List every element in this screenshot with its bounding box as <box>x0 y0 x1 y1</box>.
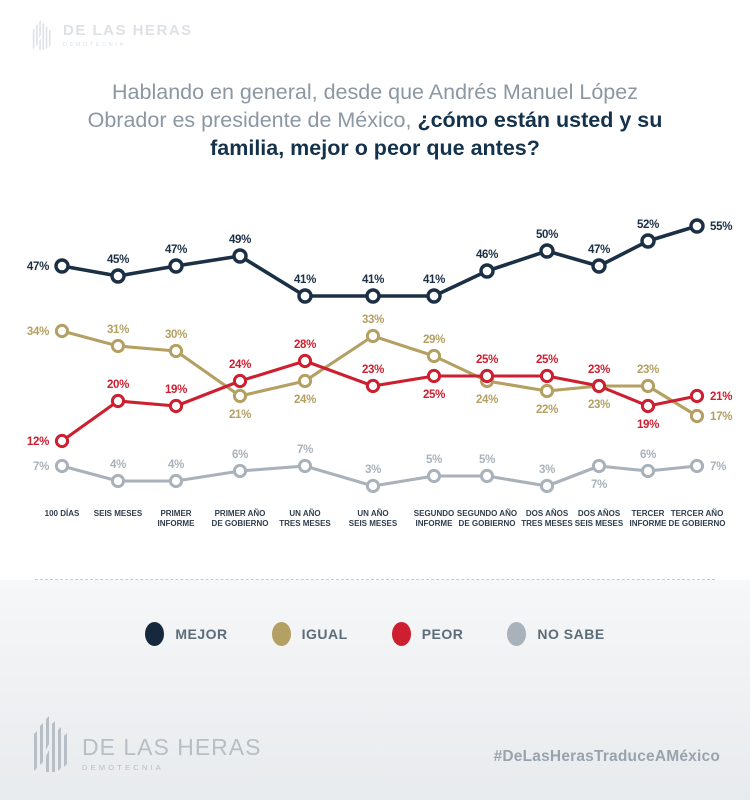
data-label: 5% <box>426 454 442 466</box>
data-label: 45% <box>107 254 129 266</box>
data-label: 30% <box>165 329 187 341</box>
legend-item-nosabe: NO SABE <box>507 622 604 646</box>
x-axis-label: 100 DÍAS <box>44 509 80 518</box>
data-label: 33% <box>362 314 384 326</box>
x-axis-label: DOS AÑOS TRES MESES <box>521 509 573 528</box>
legend-item-igual: IGUAL <box>271 622 348 646</box>
data-label: 7% <box>591 479 607 491</box>
data-label: 23% <box>588 399 610 411</box>
data-label: 7% <box>33 461 49 473</box>
data-label: 3% <box>539 464 555 476</box>
data-label: 21% <box>229 409 251 421</box>
footer-logo-text: DE LAS HERAS <box>82 734 262 760</box>
data-label: 47% <box>588 244 610 256</box>
data-label: 55% <box>710 221 732 233</box>
lower-band <box>0 580 750 800</box>
data-label: 6% <box>232 449 248 461</box>
dashed-divider <box>35 579 715 580</box>
data-label: 7% <box>710 461 726 473</box>
data-label: 47% <box>27 261 49 273</box>
x-axis-label: PRIMER AÑO DE GOBIERNO <box>211 509 269 528</box>
delasheras-footer-logo-icon <box>34 716 67 772</box>
data-label: 41% <box>423 274 445 286</box>
data-label: 23% <box>362 364 384 376</box>
legend-label-nosabe: NO SABE <box>537 626 605 642</box>
data-label: 4% <box>110 459 126 471</box>
data-label: 25% <box>476 354 498 366</box>
data-label: 21% <box>710 391 732 403</box>
data-label: 24% <box>294 394 316 406</box>
data-label: 3% <box>365 464 381 476</box>
data-label: 34% <box>27 326 49 338</box>
legend-label-igual: IGUAL <box>301 626 348 642</box>
footer-logo: DE LAS HERAS DEMOTECNIA <box>32 716 261 772</box>
data-label: 19% <box>165 384 187 396</box>
data-label: 41% <box>294 274 316 286</box>
legend-label-peor: PEOR <box>421 626 464 642</box>
data-label: 24% <box>476 394 498 406</box>
data-label: 17% <box>710 411 732 423</box>
data-label: 46% <box>476 249 498 261</box>
data-label: 22% <box>536 404 558 416</box>
chart-title: Hablando en general, desde que Andrés Ma… <box>85 78 665 162</box>
x-axis-label: UN AÑO SEIS MESES <box>348 509 398 528</box>
data-label: 25% <box>423 389 445 401</box>
header-logo-text: DE LAS HERAS <box>63 22 193 39</box>
data-label: 19% <box>637 419 659 431</box>
data-label: 29% <box>423 334 445 346</box>
data-label: 4% <box>168 459 184 471</box>
title-bold-part: ¿cómo están usted y su familia, mejor o … <box>210 108 663 160</box>
data-label: 7% <box>297 444 313 456</box>
data-label: 23% <box>637 364 659 376</box>
data-label: 52% <box>637 219 659 231</box>
footer-logo-subtext: DEMOTECNIA <box>82 763 165 772</box>
data-label: 25% <box>536 354 558 366</box>
igual-swatch-icon <box>271 622 291 646</box>
header-logo-subtext: DEMOTECNIA <box>63 42 126 48</box>
x-axis-label: UN AÑO TRES MESES <box>279 509 331 528</box>
x-axis-label: TERCER AÑO DE GOBIERNO <box>668 509 726 528</box>
x-axis-label: PRIMER INFORME <box>157 509 195 528</box>
line-chart-canvas: 47% 45% 47% 49% 41% 41% 41% 46% 50% 47% 52% 55% 34% 3… <box>27 218 732 494</box>
title-normal-part: Hablando en general, desde que Andrés Ma… <box>87 80 638 132</box>
nosabe-swatch-icon <box>507 622 527 646</box>
x-axis-label: DOS AÑOS SEIS MESES <box>574 509 624 528</box>
hashtag-text: #DeLasHerasTraduceAMéxico <box>493 748 720 765</box>
legend-item-mejor: MEJOR <box>145 622 227 646</box>
peor-swatch-icon <box>391 622 411 646</box>
data-label: 23% <box>588 364 610 376</box>
data-label: 5% <box>479 454 495 466</box>
legend-label-mejor: MEJOR <box>175 626 228 642</box>
header-logo: DE LAS HERAS DEMOTECNIA <box>30 20 193 50</box>
legend-item-peor: PEOR <box>391 622 464 646</box>
chart-legend: MEJOR IGUAL PEOR NO SABE <box>0 622 750 646</box>
x-axis-label: SEGUNDO AÑO DE GOBIERNO <box>456 509 518 528</box>
x-axis-label: TERCER INFORME <box>629 509 667 528</box>
data-label: 20% <box>107 379 129 391</box>
data-label: 49% <box>229 234 251 246</box>
x-axis-label: SEIS MESES <box>93 509 143 518</box>
data-label: 31% <box>107 324 129 336</box>
data-label: 12% <box>27 436 49 448</box>
delasheras-logo-icon <box>32 20 51 50</box>
mejor-swatch-icon <box>145 622 165 646</box>
x-axis-label: SEGUNDO INFORME <box>413 509 455 528</box>
data-label: 47% <box>165 244 187 256</box>
data-label: 50% <box>536 229 558 241</box>
data-label: 41% <box>362 274 384 286</box>
data-label: 24% <box>229 359 251 371</box>
data-label: 28% <box>294 339 316 351</box>
data-label: 6% <box>640 449 656 461</box>
